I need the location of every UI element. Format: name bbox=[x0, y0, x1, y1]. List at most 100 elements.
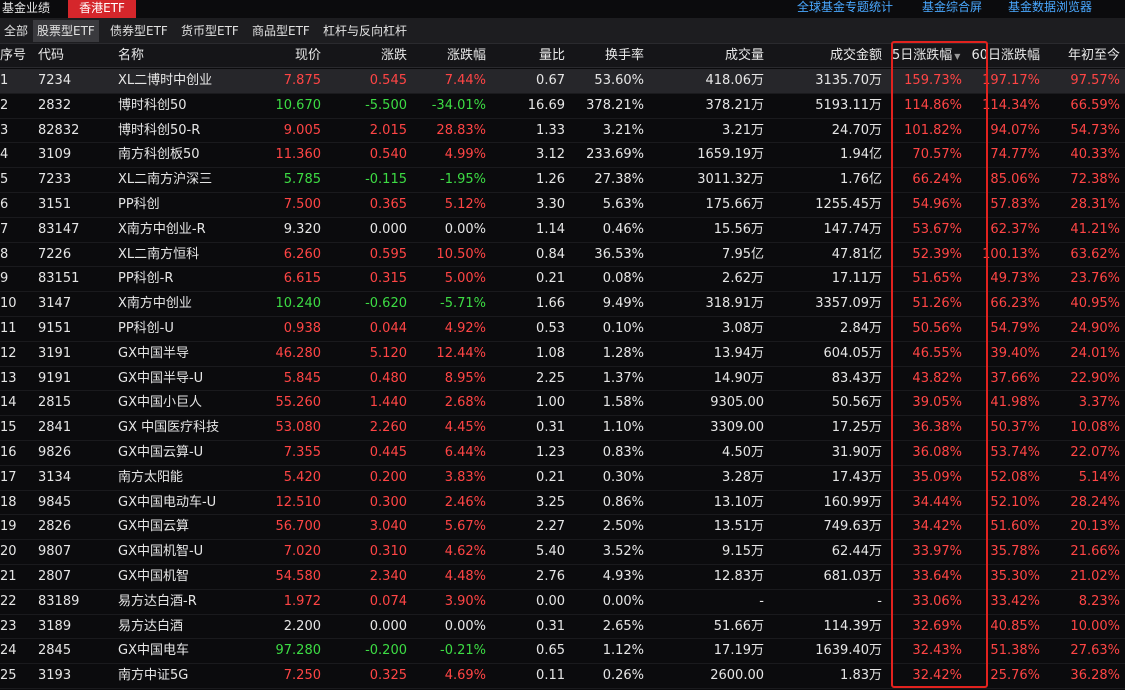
cell-60d-change: 51.60% bbox=[990, 519, 1040, 535]
cell-code: 3147 bbox=[38, 296, 72, 312]
cell-change: 0.300 bbox=[369, 494, 407, 510]
cell-amount: 604.05万 bbox=[823, 345, 883, 361]
col-header-volume[interactable]: 成交量 bbox=[724, 48, 764, 63]
cell-amount: 31.90万 bbox=[831, 445, 882, 460]
subtab-money-etf[interactable]: 货币型ETF bbox=[181, 24, 239, 38]
table-row[interactable]: 9 83151 PP科创-R 6.615 0.315 5.00% 0.21 0.08% 2.62… bbox=[0, 267, 1125, 293]
table-row[interactable]: 11 9151 PP科创-U 0.938 0.044 4.92% 0.53 0.10% 3.08… bbox=[0, 317, 1125, 342]
cell-change: 0.315 bbox=[369, 271, 407, 287]
col-header-turnover-rate[interactable]: 换手率 bbox=[604, 48, 644, 63]
cell-change-pct: 8.95% bbox=[444, 370, 486, 386]
cell-change: 2.015 bbox=[369, 122, 407, 138]
table-row[interactable]: 22 83189 易方达白酒-R 1.972 0.074 3.90% 0.00 0.00% - -… bbox=[0, 590, 1125, 615]
table-row[interactable]: 12 3191 GX中国半导 46.280 5.120 12.44% 1.08 1.28% 13… bbox=[0, 342, 1125, 367]
cell-price: 9.320 bbox=[283, 221, 321, 237]
subtab-all[interactable]: 全部 bbox=[4, 24, 29, 38]
cell-change-pct: 3.90% bbox=[444, 593, 486, 609]
tab-fund-performance[interactable]: 基金业绩 bbox=[2, 1, 51, 15]
cell-code: 2845 bbox=[38, 643, 72, 659]
cell-volume-ratio: 0.65 bbox=[536, 643, 565, 659]
table-row[interactable]: 4 3109 南方科创板50 11.360 0.540 4.99% 3.12 233.69% 1… bbox=[0, 143, 1125, 169]
cell-change: 0.595 bbox=[369, 246, 407, 262]
cell-volume-ratio: 0.67 bbox=[536, 73, 565, 88]
cell-change-pct: 0.00% bbox=[444, 618, 486, 634]
table-row[interactable]: 2 2832 博时科创50 10.670 -5.500 -34.01% 16.69 378.2… bbox=[0, 94, 1125, 119]
sort-desc-icon[interactable]: ▼ bbox=[954, 52, 961, 61]
table-row[interactable]: 17 3134 南方太阳能 5.420 0.200 3.83% 0.21 0.30% 3.28万… bbox=[0, 466, 1125, 491]
cell-change: 0.000 bbox=[369, 221, 407, 237]
table-row[interactable]: 16 9826 GX中国云算-U 7.355 0.445 6.44% 1.23 0.83% 4.… bbox=[0, 441, 1125, 466]
table-row[interactable]: 13 9191 GX中国半导-U 5.845 0.480 8.95% 2.25 1.37% 14… bbox=[0, 367, 1125, 392]
cell-price: 12.510 bbox=[275, 494, 322, 510]
col-header-change-pct[interactable]: 涨跌幅 bbox=[446, 48, 486, 63]
subtab-bond-etf[interactable]: 债券型ETF bbox=[110, 24, 168, 38]
table-row[interactable]: 7 83147 X南方中创业-R 9.320 0.000 0.00% 1.14 0.46% 15… bbox=[0, 218, 1125, 243]
cell-ytd: 28.24% bbox=[1070, 494, 1120, 510]
cell-change: 2.340 bbox=[369, 569, 407, 584]
col-header-price[interactable]: 现价 bbox=[294, 48, 321, 63]
col-header-volume-ratio[interactable]: 量比 bbox=[538, 48, 565, 63]
table-row[interactable]: 8 7226 XL二南方恒科 6.260 0.595 10.50% 0.84 36.53% 7.… bbox=[0, 243, 1125, 268]
cell-60d-change: 57.83% bbox=[990, 197, 1040, 212]
cell-60d-change: 35.78% bbox=[990, 544, 1040, 560]
table-row[interactable]: 21 2807 GX中国机智 54.580 2.340 4.48% 2.76 4.93% 12.… bbox=[0, 565, 1125, 590]
table-row[interactable]: 3 82832 博时科创50-R 9.005 2.015 28.83% 1.33 3.21% 3… bbox=[0, 119, 1125, 144]
cell-amount: 62.44万 bbox=[831, 544, 882, 560]
cell-ytd: 20.13% bbox=[1070, 519, 1120, 535]
cell-60d-change: 52.10% bbox=[990, 494, 1040, 510]
subtab-commodity-etf[interactable]: 商品型ETF bbox=[252, 24, 310, 38]
col-header-name[interactable]: 名称 bbox=[118, 48, 145, 63]
cell-amount: 83.43万 bbox=[831, 370, 882, 386]
cell-volume: 51.66万 bbox=[713, 618, 764, 634]
cell-5d-change: 66.24% bbox=[912, 172, 962, 188]
cell-no: 2 bbox=[0, 97, 9, 113]
table-row[interactable]: 20 9807 GX中国机智-U 7.020 0.310 4.62% 5.40 3.52% 9.… bbox=[0, 540, 1125, 565]
cell-code: 83147 bbox=[38, 221, 80, 237]
table-row[interactable]: 19 2826 GX中国云算 56.700 3.040 5.67% 2.27 2.50% 13.… bbox=[0, 515, 1125, 541]
table-row[interactable]: 6 3151 PP科创 7.500 0.365 5.12% 3.30 5.63% 175.66万… bbox=[0, 193, 1125, 218]
table-row[interactable]: 18 9845 GX中国电动车-U 12.510 0.300 2.46% 3.25 0.86%… bbox=[0, 491, 1125, 516]
cell-no: 19 bbox=[0, 519, 17, 535]
cell-code: 9151 bbox=[38, 321, 72, 336]
link-fund-data-browser[interactable]: 基金数据浏览器 bbox=[1008, 0, 1093, 14]
table-row[interactable]: 14 2815 GX中国小巨人 55.260 1.440 2.68% 1.00 1.58% 93… bbox=[0, 391, 1125, 417]
cell-change: 0.044 bbox=[369, 321, 407, 336]
col-header-code[interactable]: 代码 bbox=[38, 48, 65, 63]
cell-change: 0.325 bbox=[369, 668, 407, 684]
subtab-leveraged-inverse[interactable]: 杠杆与反向杠杆 bbox=[323, 24, 408, 38]
table-row[interactable]: 5 7233 XL二南方沪深三 5.785 -0.115 -1.95% 1.26 27.38%… bbox=[0, 168, 1125, 193]
link-global-fund-stats[interactable]: 全球基金专题统计 bbox=[797, 0, 894, 14]
cell-change-pct: 5.00% bbox=[444, 271, 486, 287]
cell-volume-ratio: 2.25 bbox=[536, 370, 565, 386]
table-row[interactable]: 15 2841 GX 中国医疗科技 53.080 2.260 4.45% 0.31 1.10%… bbox=[0, 416, 1125, 441]
col-header-change[interactable]: 涨跌 bbox=[380, 48, 407, 63]
cell-turnover-rate: 1.58% bbox=[602, 395, 644, 411]
cell-code: 9845 bbox=[38, 494, 72, 510]
table-row[interactable]: 24 2845 GX中国电车 97.280 -0.200 -0.21% 0.65 1.12% 1… bbox=[0, 639, 1125, 665]
col-header-no[interactable]: 序号 bbox=[0, 48, 27, 63]
cell-name: X南方中创业-R bbox=[118, 221, 206, 237]
col-header-60d-change[interactable]: 60日涨跌幅 bbox=[971, 48, 1040, 63]
cell-code: 2815 bbox=[38, 395, 72, 411]
cell-price: 7.355 bbox=[283, 445, 321, 460]
table-row[interactable]: 23 3189 易方达白酒 2.200 0.000 0.00% 0.31 2.65% 51.66… bbox=[0, 615, 1125, 640]
cell-5d-change: 114.86% bbox=[904, 97, 962, 113]
cell-turnover-rate: 2.65% bbox=[602, 618, 644, 634]
cell-price: 5.420 bbox=[283, 469, 321, 485]
tab-hk-etf[interactable]: 香港ETF bbox=[68, 0, 136, 18]
cell-name: XL二南方恒科 bbox=[118, 246, 200, 262]
subtab-equity-etf[interactable]: 股票型ETF bbox=[33, 20, 99, 42]
cell-change: 0.545 bbox=[369, 73, 407, 88]
cell-no: 18 bbox=[0, 494, 17, 510]
cell-price: 7.020 bbox=[283, 544, 321, 560]
col-header-amount[interactable]: 成交金额 bbox=[829, 48, 882, 63]
cell-turnover-rate: 378.21% bbox=[586, 97, 644, 113]
cell-ytd: 21.66% bbox=[1070, 544, 1120, 560]
table-row[interactable]: 25 3193 南方中证5G 7.250 0.325 4.69% 0.11 0.26% 2600… bbox=[0, 664, 1125, 689]
table-row[interactable]: 1 7234 XL二博时中创业 7.875 0.545 7.44% 0.67 53.60% 41… bbox=[0, 69, 1125, 94]
link-fund-screen[interactable]: 基金综合屏 bbox=[922, 0, 983, 14]
cell-change: 0.445 bbox=[369, 445, 407, 460]
col-header-5d-change[interactable]: 5日涨跌幅 ▼ bbox=[892, 47, 962, 66]
col-header-ytd[interactable]: 年初至今 bbox=[1067, 48, 1120, 63]
table-row[interactable]: 10 3147 X南方中创业 10.240 -0.620 -5.71% 1.66 9.49% 3… bbox=[0, 292, 1125, 317]
